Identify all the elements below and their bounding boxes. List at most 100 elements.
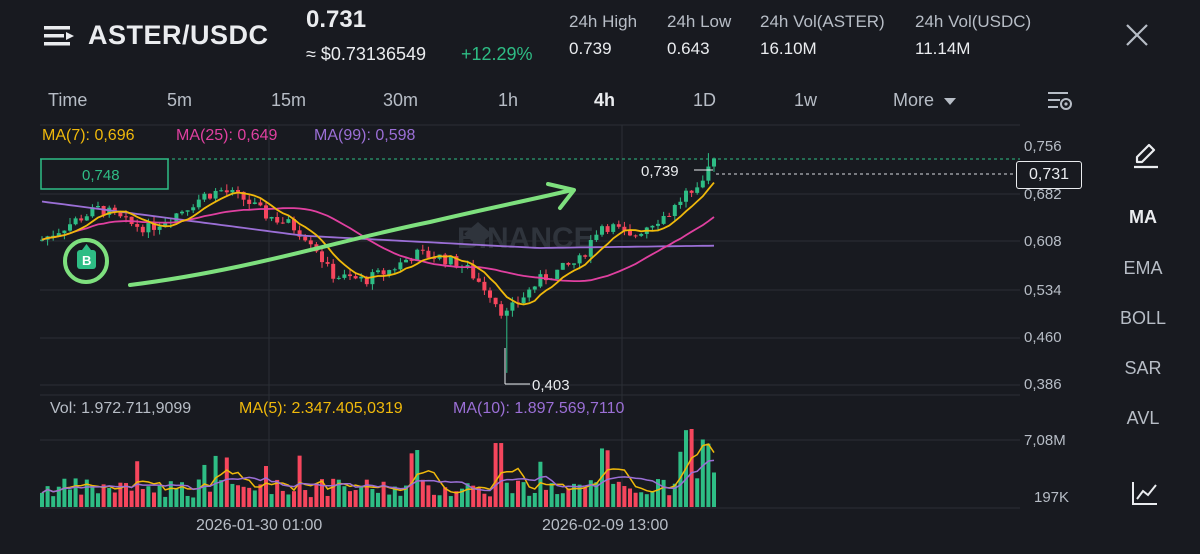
volume-bar (661, 479, 666, 507)
volume-bar (118, 482, 123, 507)
volume-bar (140, 489, 145, 507)
ma99-line (41, 200, 715, 249)
volume-bar (667, 495, 672, 507)
candle-body (348, 274, 352, 277)
volume-bar (213, 455, 218, 507)
tab-more[interactable]: More (893, 90, 957, 111)
candle-body (292, 219, 296, 231)
volume-bar (538, 461, 543, 507)
chart-type-icon[interactable] (1131, 480, 1159, 506)
volume-bar (482, 493, 487, 507)
candle-body (600, 226, 604, 235)
tab-4h[interactable]: 4h (594, 90, 616, 110)
candle-body (555, 269, 560, 280)
candle-body (426, 250, 431, 258)
candle-body (342, 274, 347, 278)
tab-1d[interactable]: 1D (693, 90, 717, 110)
volume-bar (555, 494, 560, 507)
candle-body (247, 199, 252, 204)
volume-bar (68, 489, 72, 507)
menu-icon[interactable] (44, 24, 74, 48)
low-label: 0,403 (532, 377, 570, 394)
candle-body (208, 193, 212, 199)
candle-body (269, 217, 274, 219)
volume-bar (527, 495, 532, 507)
tab-1h[interactable]: 1h (498, 90, 519, 110)
volume-bar (364, 479, 369, 507)
order-line-box[interactable] (40, 158, 169, 190)
vol-ma10-line (41, 459, 715, 494)
candle-body (196, 199, 201, 208)
buy-marker[interactable] (77, 250, 96, 269)
volume-bar (404, 485, 408, 507)
candle-body (409, 259, 414, 261)
pencil-icon[interactable] (1131, 142, 1161, 170)
tab-time[interactable]: Time (48, 90, 88, 110)
volume-bar (112, 492, 117, 507)
candle-body (331, 263, 336, 279)
candle-body (510, 302, 515, 311)
volume-bar (432, 494, 436, 507)
volume-bar (90, 485, 95, 507)
candle-body (359, 276, 364, 279)
candle-body (566, 262, 571, 265)
volume-bar (415, 450, 420, 507)
candle-body (308, 240, 313, 245)
candle-body (146, 221, 151, 233)
candle-body (174, 213, 179, 222)
volume-bar (280, 490, 285, 507)
volume-bar (308, 497, 313, 507)
candle-body (236, 189, 240, 192)
current-price-tag: 0,731 (1016, 161, 1082, 189)
volume-bar (107, 487, 112, 507)
candle-body (650, 225, 655, 228)
candle-body (135, 224, 140, 227)
volume-axis-min: 197K (1034, 489, 1070, 506)
candle-body (152, 221, 156, 230)
close-icon[interactable] (1124, 22, 1150, 48)
volume-bar (499, 443, 504, 507)
stat-high-value: 0.739 (569, 39, 612, 58)
candle-body (628, 230, 632, 236)
tab-1w[interactable]: 1w (794, 90, 818, 110)
candle-body (488, 290, 492, 298)
candle-body (56, 233, 61, 236)
candle-body (252, 202, 257, 204)
indicator-ma[interactable]: MA (1129, 207, 1157, 227)
time-label-2: 2026-02-09 13:00 (542, 517, 668, 534)
candle-body (62, 230, 67, 234)
candle-body (213, 190, 218, 199)
candle-body (560, 262, 565, 270)
volume-bar (331, 478, 336, 507)
volume-bar (275, 479, 280, 507)
pair-title[interactable]: ASTER/USDC (88, 20, 269, 50)
tab-15m[interactable]: 15m (271, 90, 307, 110)
volume-bar (101, 484, 106, 507)
volume-bar (292, 491, 296, 507)
candle-body (605, 226, 610, 232)
volume-bar (493, 443, 498, 507)
indicator-sar[interactable]: SAR (1124, 358, 1162, 378)
chart-settings-icon[interactable] (1046, 90, 1074, 112)
indicator-ema[interactable]: EMA (1123, 258, 1163, 278)
candle-body (656, 223, 660, 226)
arrowhead-annotation (546, 182, 576, 210)
stat-vol-base-label: 24h Vol(ASTER) (760, 12, 885, 31)
tab-5m[interactable]: 5m (167, 90, 193, 110)
chart-grid (40, 124, 1020, 509)
candle-body (504, 310, 509, 316)
volume-bar (62, 478, 67, 507)
buy-marker-pointer (82, 244, 91, 250)
candle-body (191, 207, 196, 211)
volume-bar (689, 429, 694, 507)
indicator-avl[interactable]: AVL (1126, 408, 1160, 428)
candle-body (241, 191, 246, 200)
indicator-boll[interactable]: BOLL (1119, 308, 1167, 328)
volume-bar (454, 491, 459, 507)
candle-body (538, 274, 543, 287)
candle-body (527, 289, 532, 298)
price-chart[interactable]: BINANCE 0,748 0,739 0,403 B 2026-01-30 0… (0, 0, 1100, 554)
volume-bar (224, 457, 229, 507)
candle-body (616, 224, 621, 227)
tab-30m[interactable]: 30m (383, 90, 419, 110)
